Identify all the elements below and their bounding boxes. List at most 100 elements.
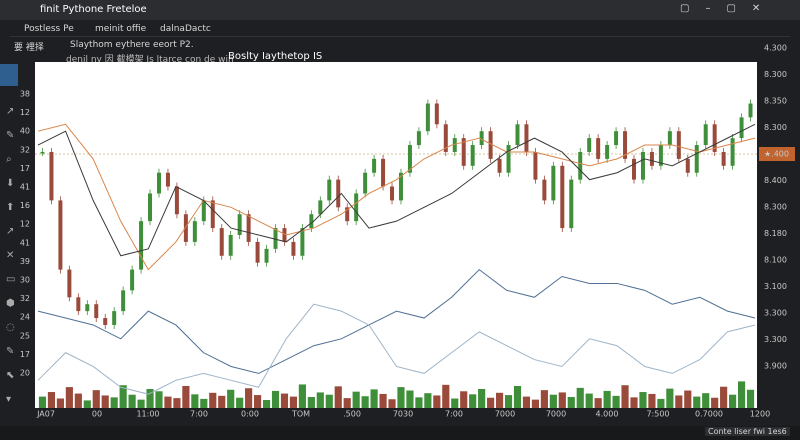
- volume-bar: [218, 395, 226, 408]
- right-axis-label: 8.100: [764, 256, 787, 265]
- left-axis-label: 32: [20, 294, 30, 303]
- volume-bar: [352, 391, 360, 408]
- left-axis-label: 30: [20, 276, 30, 285]
- volume-bar: [379, 393, 387, 408]
- volume-bar: [746, 389, 755, 408]
- x-axis-label: JA07: [36, 410, 55, 419]
- candle: [49, 151, 54, 201]
- volume-bar: [424, 393, 432, 408]
- candle: [201, 200, 206, 222]
- volume-bar: [558, 392, 566, 408]
- candle: [58, 200, 63, 270]
- volume-bar: [65, 387, 73, 408]
- candle: [434, 103, 439, 125]
- candle: [67, 269, 72, 298]
- candle: [703, 124, 708, 146]
- right-axis-label: 3.300: [764, 335, 787, 344]
- volume-bar: [325, 394, 333, 408]
- plot-area: [35, 62, 757, 408]
- volume-bar: [316, 392, 324, 408]
- volume-bar: [684, 390, 692, 408]
- volume-bar: [370, 389, 378, 408]
- tab[interactable]: dalnaDactc: [160, 24, 211, 34]
- candle: [694, 145, 699, 173]
- subtitle: Slaythom eythere eeort P2.: [70, 40, 194, 50]
- left-axis-label: 41: [20, 238, 30, 247]
- x-axis-label: 0:00: [241, 410, 259, 419]
- menu[interactable]: 要 裡择: [14, 43, 44, 53]
- right-axis-label: 8.400: [764, 176, 787, 185]
- tool-active[interactable]: [0, 64, 18, 86]
- candle: [542, 179, 547, 201]
- candle: [345, 207, 350, 222]
- volume-bar: [540, 390, 548, 408]
- candle: [461, 138, 466, 166]
- x-axis-label: 11:00: [136, 410, 159, 419]
- volume-bar: [56, 398, 64, 408]
- candle: [470, 145, 475, 166]
- candle: [228, 235, 233, 256]
- volume-bar: [648, 393, 656, 408]
- volume-bar: [513, 385, 522, 408]
- candle: [730, 138, 735, 166]
- candle: [121, 290, 126, 312]
- candle: [94, 304, 99, 319]
- volume-bar: [478, 389, 486, 408]
- x-axis-label: 1200: [750, 410, 770, 419]
- candle: [416, 131, 421, 146]
- volume-bar: [245, 388, 253, 408]
- left-axis-label: 20: [20, 369, 30, 378]
- volume-bar: [334, 386, 342, 408]
- candle: [103, 318, 108, 325]
- volume-bar: [603, 390, 611, 408]
- candle: [452, 138, 457, 152]
- volume-bar: [594, 398, 602, 408]
- candle: [596, 138, 601, 159]
- window-controls[interactable]: ▢–▢✕: [680, 3, 777, 14]
- candle: [587, 138, 592, 152]
- volume-bar: [119, 385, 127, 408]
- tab[interactable]: Postless Pe: [24, 24, 74, 34]
- x-axis-label: 0.7000: [695, 410, 723, 419]
- tab-bar: [10, 22, 790, 37]
- volume-bar: [495, 392, 504, 408]
- volume-bar: [469, 394, 477, 408]
- right-axis-label: ★.400: [764, 150, 789, 159]
- candle: [479, 131, 484, 146]
- candle: [139, 221, 144, 270]
- candle: [372, 158, 377, 173]
- volume-bar: [737, 381, 746, 408]
- volume-bar: [83, 400, 91, 408]
- candle: [569, 179, 574, 229]
- candle: [264, 248, 269, 263]
- candle: [524, 124, 529, 152]
- candle: [309, 214, 314, 229]
- volume-bar: [720, 386, 728, 408]
- volume-bar: [397, 387, 405, 408]
- volume-bar: [146, 389, 154, 408]
- candle: [381, 158, 386, 187]
- window-title: finit Pythone Freteloe: [40, 4, 147, 15]
- candle: [667, 131, 672, 146]
- tool-icons[interactable]: ↗ ✎ ⌕ ⬇ ⬆ ↗ ✕ ▭ ⬢ ◌ ✎ ⬉ ▾: [6, 106, 16, 405]
- volume-bar: [74, 393, 82, 408]
- candle: [398, 172, 403, 201]
- volume-bar: [693, 396, 701, 408]
- left-axis-label: 39: [20, 257, 30, 266]
- candle: [515, 124, 520, 146]
- candle: [560, 165, 565, 229]
- candle: [506, 145, 511, 173]
- candle: [174, 186, 179, 215]
- tab[interactable]: meinit offie: [95, 24, 147, 34]
- left-axis-label: 17: [20, 350, 30, 359]
- x-axis-label: 7:500: [646, 410, 669, 419]
- title-bar: [0, 0, 800, 20]
- status-text: Conte liser fwi 1es6: [705, 427, 790, 436]
- left-axis-label: 38: [20, 90, 30, 99]
- left-axis-label: 16: [20, 201, 30, 210]
- volume-bar: [253, 395, 262, 408]
- candle: [497, 158, 502, 173]
- volume-bar: [406, 390, 414, 408]
- candle: [255, 241, 260, 263]
